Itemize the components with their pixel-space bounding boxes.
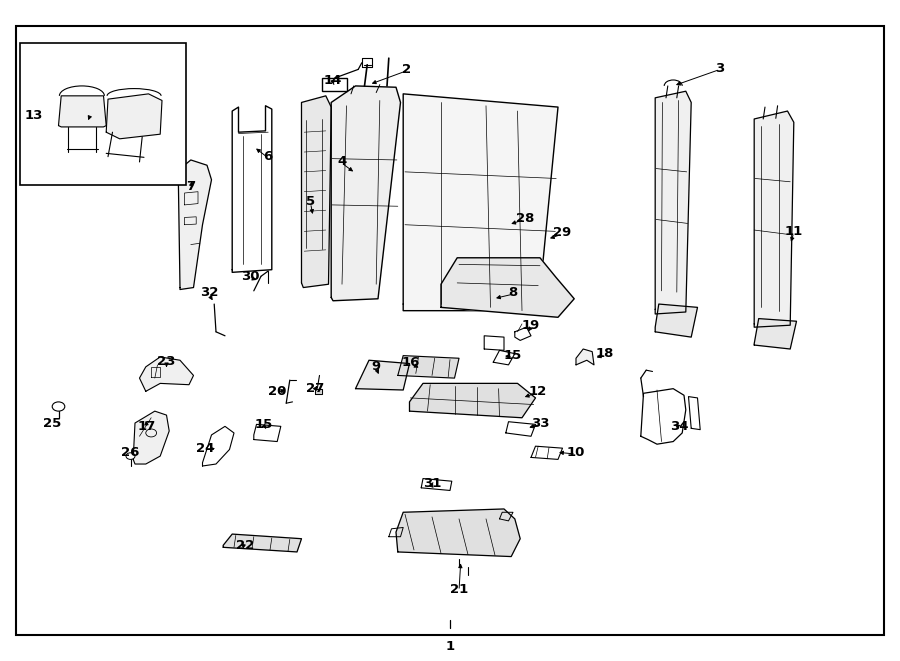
Polygon shape <box>410 383 536 418</box>
Text: 6: 6 <box>264 150 273 163</box>
Text: 21: 21 <box>450 583 468 596</box>
Text: 28: 28 <box>516 212 534 225</box>
Text: 2: 2 <box>402 63 411 76</box>
Text: 34: 34 <box>670 420 688 433</box>
Polygon shape <box>331 86 400 301</box>
Polygon shape <box>398 356 459 378</box>
Polygon shape <box>396 509 520 557</box>
Polygon shape <box>754 319 796 349</box>
Text: 27: 27 <box>306 381 324 395</box>
Polygon shape <box>315 389 322 394</box>
Polygon shape <box>178 160 212 290</box>
Text: 15: 15 <box>504 349 522 362</box>
Text: 20: 20 <box>268 385 286 398</box>
Text: 10: 10 <box>567 446 585 459</box>
Polygon shape <box>754 111 794 327</box>
Bar <box>322 78 347 91</box>
Text: 29: 29 <box>554 226 572 239</box>
Text: 8: 8 <box>508 286 518 299</box>
Polygon shape <box>576 349 594 365</box>
Text: 19: 19 <box>522 319 540 332</box>
Polygon shape <box>655 304 698 337</box>
Polygon shape <box>403 94 558 311</box>
Text: 12: 12 <box>528 385 546 398</box>
Text: 15: 15 <box>255 418 273 431</box>
Text: 18: 18 <box>596 347 614 360</box>
Bar <box>20 43 186 185</box>
Text: 13: 13 <box>24 108 42 122</box>
Text: 23: 23 <box>158 355 176 368</box>
Text: 5: 5 <box>306 195 315 208</box>
Text: 9: 9 <box>372 360 381 373</box>
Circle shape <box>52 402 65 411</box>
Text: 1: 1 <box>446 640 454 653</box>
Text: 14: 14 <box>324 74 342 87</box>
Text: 22: 22 <box>236 539 254 552</box>
Text: 17: 17 <box>138 420 156 433</box>
Text: 32: 32 <box>200 286 218 299</box>
Text: 26: 26 <box>122 446 140 459</box>
Polygon shape <box>133 411 169 464</box>
Text: 3: 3 <box>716 61 724 75</box>
Polygon shape <box>223 534 302 552</box>
Polygon shape <box>441 258 574 317</box>
Text: 31: 31 <box>423 477 441 490</box>
Text: 7: 7 <box>186 180 195 193</box>
Text: 25: 25 <box>43 416 61 430</box>
Text: 30: 30 <box>241 270 259 283</box>
Circle shape <box>126 453 135 459</box>
Text: 11: 11 <box>785 225 803 238</box>
Polygon shape <box>356 360 410 390</box>
Circle shape <box>146 429 157 437</box>
Text: 4: 4 <box>338 155 346 169</box>
Text: 33: 33 <box>531 416 549 430</box>
Polygon shape <box>58 96 106 127</box>
Polygon shape <box>106 94 162 139</box>
Text: 24: 24 <box>196 442 214 455</box>
Polygon shape <box>140 357 194 391</box>
Polygon shape <box>655 91 691 314</box>
Polygon shape <box>302 96 331 288</box>
Text: 16: 16 <box>401 356 419 369</box>
